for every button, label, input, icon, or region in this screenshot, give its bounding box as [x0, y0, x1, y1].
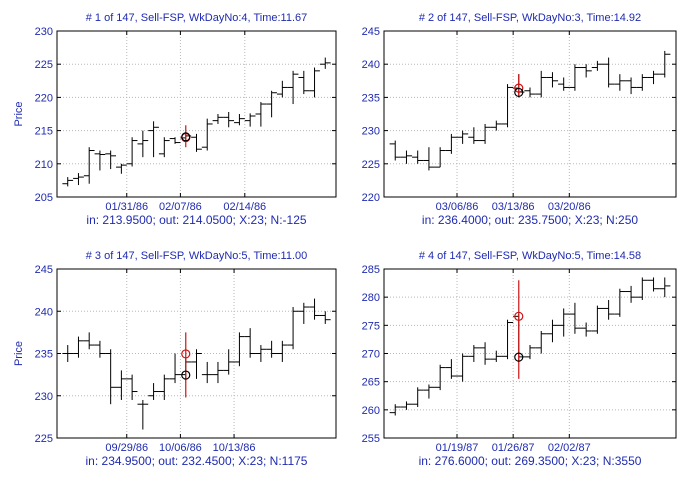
- y-tick-label: 265: [362, 377, 380, 389]
- chart-panel-2: 220 225 230 235 240 245 03/06/86 03/13/86 03/20/…: [362, 12, 677, 227]
- chart-panel-4: 255 260 265 270 275 280 285 01/19/87 01/26/87 02/…: [362, 250, 677, 468]
- y-tick-label: 255: [362, 433, 380, 445]
- y-tick-label: 230: [35, 391, 53, 403]
- chart-subtitle: in: 234.9500; out: 232.4500; X:23; N:117…: [86, 454, 308, 468]
- y-tick-label: 245: [35, 264, 53, 276]
- y-tick-label: 235: [35, 349, 53, 361]
- axes-frame: [383, 30, 677, 198]
- y-tick-label: 285: [362, 264, 380, 276]
- entry-marker: [181, 349, 191, 359]
- plot-area: [384, 31, 676, 197]
- chart-subtitle: in: 236.4000; out: 235.7500; X:23; N:250: [422, 213, 638, 227]
- exit-marker: [514, 87, 524, 98]
- x-tick-label: 10/13/86: [213, 442, 256, 454]
- y-tick-label: 220: [35, 92, 53, 104]
- exit-marker: [181, 132, 191, 142]
- x-tick-label: 09/29/86: [105, 442, 148, 454]
- chart-subtitle: in: 213.9500; out: 214.0500; X:23; N:-12…: [86, 213, 306, 227]
- chart-subtitle: in: 276.6000; out: 269.3500; X:23; N:355…: [419, 454, 642, 468]
- entry-marker: [514, 83, 524, 93]
- y-tick-label: 280: [362, 292, 380, 304]
- y-tick-label: 210: [35, 159, 53, 171]
- y-tick-label: 225: [35, 433, 53, 445]
- y-tick-label: 260: [362, 405, 380, 417]
- y-tick-label: 240: [362, 59, 380, 71]
- chart-panel-3: 225 230 235 240 245 09/29/86 10/06/86 10/13/86 #…: [13, 250, 337, 468]
- x-tick-label: 10/06/86: [159, 442, 202, 454]
- chart-title: # 2 of 147, Sell-FSP, WkDayNo:3, Time:14…: [419, 12, 641, 24]
- y-tick-label: 215: [35, 126, 53, 138]
- y-tick-label: 230: [362, 126, 380, 138]
- exit-marker: [514, 352, 524, 362]
- y-tick-label: 220: [362, 192, 380, 204]
- y-tick-label: 235: [362, 92, 380, 104]
- x-tick-label: 03/13/86: [492, 201, 535, 213]
- y-tick-label: 225: [35, 59, 53, 71]
- entry-marker: [514, 311, 524, 321]
- chart-title: # 4 of 147, Sell-FSP, WkDayNo:5, Time:14…: [419, 250, 641, 262]
- x-tick-label: 02/14/86: [223, 201, 266, 213]
- y-axis-label: Price: [13, 101, 25, 126]
- plot-area: [57, 31, 336, 197]
- chart-panel-1: 205 210 215 220 225 230 01/31/86 02/07/86 02/14/…: [13, 12, 337, 227]
- x-tick-label: 02/07/86: [159, 201, 202, 213]
- y-tick-label: 205: [35, 192, 53, 204]
- x-tick-label: 03/06/86: [436, 201, 479, 213]
- x-tick-label: 01/19/87: [436, 442, 479, 454]
- y-axis-label: Price: [13, 341, 25, 366]
- x-tick-label: 01/26/87: [492, 442, 535, 454]
- exit-marker: [181, 370, 191, 380]
- y-tick-label: 245: [362, 26, 380, 38]
- x-tick-label: 03/20/86: [548, 201, 591, 213]
- chart-title: # 1 of 147, Sell-FSP, WkDayNo:4, Time:11…: [86, 12, 308, 24]
- y-tick-label: 225: [362, 159, 380, 171]
- chart-title: # 3 of 147, Sell-FSP, WkDayNo:5, Time:11…: [86, 250, 308, 262]
- x-tick-label: 01/31/86: [105, 201, 148, 213]
- y-tick-label: 240: [35, 306, 53, 318]
- x-tick-label: 02/02/87: [548, 442, 591, 454]
- y-tick-label: 270: [362, 349, 380, 361]
- axes-frame: [56, 30, 337, 198]
- y-tick-label: 230: [35, 26, 53, 38]
- y-tick-label: 275: [362, 320, 380, 332]
